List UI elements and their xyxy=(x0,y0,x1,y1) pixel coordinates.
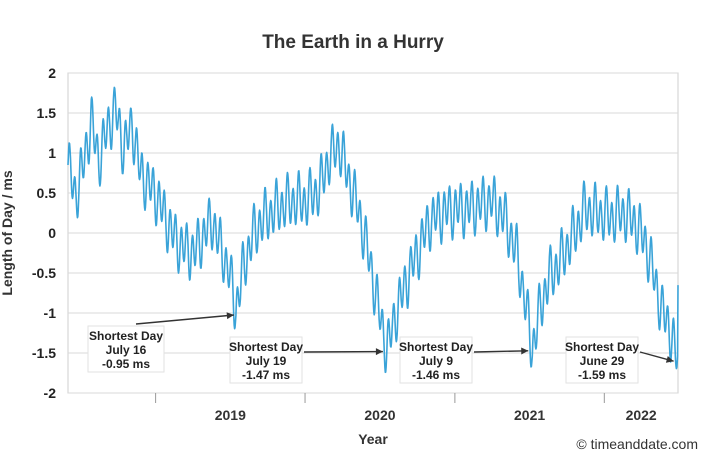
y-tick-label: -1.5 xyxy=(32,345,56,361)
annotation-arrowhead xyxy=(665,356,674,363)
series-line xyxy=(67,86,679,374)
annotation-text: -1.47 ms xyxy=(242,368,290,382)
y-tick-label: 1 xyxy=(48,145,56,161)
y-tick-label: -1 xyxy=(44,305,57,321)
x-tick-label: 2022 xyxy=(626,407,657,423)
y-tick-label: 0 xyxy=(48,225,56,241)
credit-label: © timeanddate.com xyxy=(576,436,698,452)
annotation-text: July 19 xyxy=(246,354,287,368)
x-tick-label: 2019 xyxy=(215,407,246,423)
annotation-box xyxy=(87,325,165,373)
x-tick-label: 2020 xyxy=(364,407,395,423)
y-axis-title: Length of Day / ms xyxy=(0,170,15,295)
annotation-text: June 29 xyxy=(580,354,625,368)
annotation-text: Shortest Day xyxy=(565,340,639,354)
x-axis-title: Year xyxy=(358,431,388,447)
annotation-text: -0.95 ms xyxy=(102,357,150,371)
annotation-text: -1.59 ms xyxy=(578,368,626,382)
annotation-box xyxy=(229,336,303,384)
annotation-box xyxy=(399,336,473,384)
annotation-box xyxy=(565,336,639,384)
y-tick-label: 1.5 xyxy=(37,105,57,121)
x-tick-label: 2021 xyxy=(514,407,545,423)
chart-title: The Earth in a Hurry xyxy=(262,32,444,53)
annotation-arrowhead xyxy=(375,348,383,356)
y-tick-label: 2 xyxy=(48,65,56,81)
annotation-text: July 9 xyxy=(419,354,453,368)
annotation-text: July 16 xyxy=(106,343,147,357)
annotation-arrow xyxy=(135,314,234,325)
annotation-arrow xyxy=(473,350,529,353)
annotation-arrowhead xyxy=(226,312,234,320)
annotation-text: Shortest Day xyxy=(229,340,303,354)
y-tick-label: -0.5 xyxy=(32,265,56,281)
annotation-text: Shortest Day xyxy=(399,340,473,354)
y-tick-label: -2 xyxy=(44,385,57,401)
annotation-arrowhead xyxy=(521,347,529,355)
annotation-text: -1.46 ms xyxy=(412,368,460,382)
y-tick-label: 0.5 xyxy=(37,185,57,201)
annotation-text: Shortest Day xyxy=(89,329,163,343)
